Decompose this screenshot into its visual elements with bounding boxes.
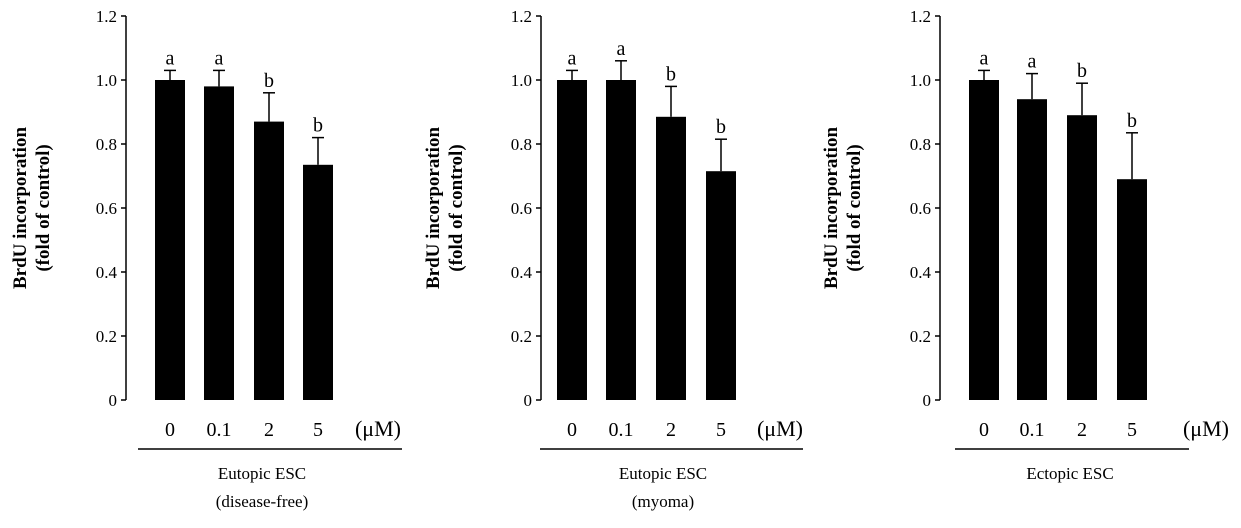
chart2-x-tick-label: 0.1 [609, 419, 634, 441]
chart1-x-tick-label: 0.1 [207, 419, 232, 441]
chart2-bar [606, 80, 636, 400]
chart3-y-label-line1: BrdU incorporation [821, 127, 842, 289]
chart3-bar [1017, 99, 1047, 400]
chart2-significance-label: a [568, 47, 577, 69]
chart1-significance-label: a [166, 47, 175, 69]
chart2-bar [656, 116, 686, 401]
chart2-bar [706, 171, 736, 400]
chart3-y-label-line2: (fold of control) [844, 144, 865, 271]
chart3-y-tick-label: 0.6 [910, 199, 931, 218]
chart3-significance-label: a [1028, 51, 1037, 73]
chart3-bar [1067, 115, 1097, 400]
chart2-y-label-line1: BrdU incorporation [423, 127, 444, 289]
chart1-group-label-line2: (disease-free) [216, 492, 309, 511]
chart1-x-tick-label: 2 [264, 419, 274, 441]
chart3-x-tick-label: 0.1 [1020, 419, 1045, 441]
chart1-y-label-line2: (fold of control) [33, 144, 54, 271]
chart1-y-tick-label: 0.4 [96, 263, 118, 282]
chart1-bar [254, 121, 284, 400]
chart1-group-label-line1: Eutopic ESC [218, 464, 306, 483]
chart1-y-tick-label: 1.2 [96, 7, 117, 26]
chart1-significance-label: b [264, 70, 274, 92]
chart1-bar [155, 80, 185, 400]
chart2-y-tick-label: 0.4 [511, 263, 533, 282]
chart1-x-tick-label: 0 [165, 419, 175, 441]
chart3-x-tick-label: 5 [1127, 419, 1137, 441]
chart1-bar [204, 86, 234, 401]
chart2-y-tick-label: 0.8 [511, 135, 532, 154]
chart2-group-label-line1: Eutopic ESC [619, 464, 707, 483]
chart1-y-tick-label: 0.2 [96, 327, 117, 346]
chart1-y-tick-label: 1.0 [96, 71, 117, 90]
chart2-unit-label: (μM) [757, 416, 803, 441]
chart2-significance-label: b [716, 116, 726, 138]
chart2-group-label-line2: (myoma) [632, 492, 694, 511]
chart1-y-tick-label: 0 [109, 391, 118, 410]
chart3-y-tick-label: 1.0 [910, 71, 931, 90]
chart3-unit-label: (μM) [1183, 416, 1229, 441]
chart1-unit-label: (μM) [355, 416, 401, 441]
chart1-y-tick-label: 0.8 [96, 135, 117, 154]
chart2-x-tick-label: 0 [567, 419, 577, 441]
chart1-y-tick-label: 0.6 [96, 199, 117, 218]
chart3-y-tick-label: 0.2 [910, 327, 931, 346]
chart3-bar [1117, 179, 1147, 400]
chart2-y-tick-label: 1.2 [511, 7, 532, 26]
chart2-significance-label: b [666, 63, 676, 85]
chart1-y-label-line1: BrdU incorporation [10, 127, 31, 289]
chart3-y-tick-label: 0.8 [910, 135, 931, 154]
chart3-bar [969, 80, 999, 400]
chart1-x-tick-label: 5 [313, 419, 323, 441]
chart3-significance-label: b [1077, 60, 1087, 82]
chart3-significance-label: b [1127, 110, 1137, 132]
chart2-x-tick-label: 5 [716, 419, 726, 441]
chart2-y-tick-label: 0.2 [511, 327, 532, 346]
chart2-y-tick-label: 0.6 [511, 199, 532, 218]
chart2-y-tick-label: 1.0 [511, 71, 532, 90]
chart3-x-tick-label: 0 [979, 419, 989, 441]
chart1-significance-label: a [215, 47, 224, 69]
chart1-bar [303, 164, 333, 400]
chart3-y-tick-label: 1.2 [910, 7, 931, 26]
chart3-group-label-line1: Ectopic ESC [1026, 464, 1113, 483]
chart3-y-tick-label: 0 [923, 391, 932, 410]
chart2-bar [557, 80, 587, 400]
chart1-significance-label: b [313, 115, 323, 137]
chart3-significance-label: a [980, 47, 989, 69]
chart2-significance-label: a [617, 38, 626, 60]
chart2-y-label-line2: (fold of control) [446, 144, 467, 271]
chart2-y-tick-label: 0 [524, 391, 533, 410]
chart2-x-tick-label: 2 [666, 419, 676, 441]
chart3-x-tick-label: 2 [1077, 419, 1087, 441]
chart3-y-tick-label: 0.4 [910, 263, 932, 282]
